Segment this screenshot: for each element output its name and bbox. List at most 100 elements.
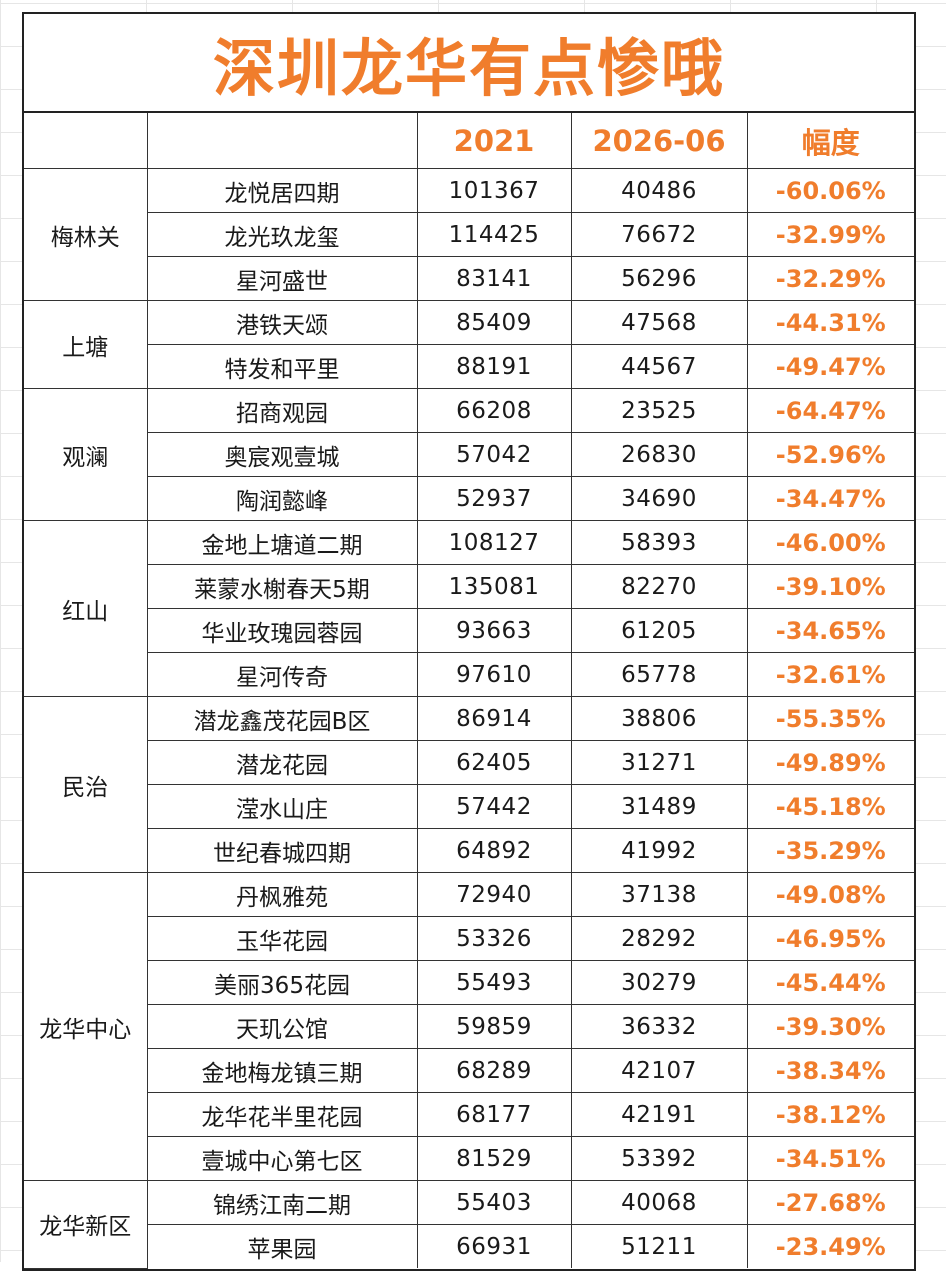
project-name-cell: 壹城中心第七区 (147, 1136, 418, 1181)
price-2021-cell: 66208 (416, 388, 572, 433)
price-2026-cell: 44567 (570, 344, 748, 389)
price-2021-cell: 88191 (416, 344, 572, 389)
price-2026-cell: 53392 (570, 1136, 748, 1181)
price-2021-cell: 64892 (416, 828, 572, 873)
price-2026-cell: 31489 (570, 784, 748, 829)
price-2021-cell: 59859 (416, 1004, 572, 1049)
change-percent-cell: -23.49% (746, 1224, 914, 1268)
table-row: 壹城中心第七区 81529 53392 -34.51% (24, 1136, 914, 1181)
change-percent-cell: -32.99% (746, 212, 914, 257)
change-percent-cell: -49.89% (746, 740, 914, 785)
table-row: 莱蒙水榭春天5期 135081 82270 -39.10% (24, 564, 914, 609)
price-2021-cell: 52937 (416, 476, 572, 521)
change-percent-cell: -38.34% (746, 1048, 914, 1093)
project-name-cell: 奥宸观壹城 (147, 432, 418, 477)
change-percent-cell: -52.96% (746, 432, 914, 477)
table-row: 特发和平里 88191 44567 -49.47% (24, 344, 914, 389)
project-name-cell: 潜龙花园 (147, 740, 418, 785)
price-2021-cell: 85409 (416, 300, 572, 345)
price-2021-cell: 108127 (416, 520, 572, 565)
table-row: 玉华花园 53326 28292 -46.95% (24, 916, 914, 961)
change-percent-cell: -38.12% (746, 1092, 914, 1137)
price-2026-cell: 42107 (570, 1048, 748, 1093)
change-percent-cell: -32.61% (746, 652, 914, 697)
change-percent-cell: -32.29% (746, 256, 914, 301)
price-2021-cell: 97610 (416, 652, 572, 697)
project-name-cell: 锦绣江南二期 (146, 1180, 418, 1225)
district-cell: 龙华新区 (24, 1180, 148, 1269)
project-name-cell: 丹枫雅苑 (146, 872, 418, 917)
price-2026-cell: 41992 (570, 828, 748, 873)
table-row: 龙华中心 丹枫雅苑 72940 37138 -49.08% (24, 872, 914, 1181)
table-row: 天玑公馆 59859 36332 -39.30% (24, 1004, 914, 1049)
project-name-cell: 美丽365花园 (147, 960, 418, 1005)
price-2026-cell: 28292 (570, 916, 748, 961)
change-percent-cell: -44.31% (746, 300, 914, 345)
table-row: 星河传奇 97610 65778 -32.61% (24, 652, 914, 697)
price-2021-cell: 86914 (416, 696, 572, 741)
change-percent-cell: -49.47% (746, 344, 914, 389)
price-2021-cell: 135081 (416, 564, 572, 609)
project-name-cell: 世纪春城四期 (147, 828, 418, 873)
table-row: 苹果园 66931 51211 -23.49% (24, 1224, 914, 1268)
price-2026-cell: 38806 (570, 696, 748, 741)
price-2021-cell: 83141 (416, 256, 572, 301)
price-2021-cell: 93663 (416, 608, 572, 653)
price-2026-cell: 34690 (570, 476, 748, 521)
project-name-cell: 星河传奇 (147, 652, 418, 697)
district-cell: 观澜 (24, 388, 148, 521)
project-name-cell: 莱蒙水榭春天5期 (147, 564, 418, 609)
price-2026-cell: 36332 (570, 1004, 748, 1049)
change-percent-cell: -35.29% (746, 828, 914, 873)
price-2021-cell: 68177 (416, 1092, 572, 1137)
project-name-cell: 金地上塘道二期 (146, 520, 418, 565)
change-percent-cell: -27.68% (746, 1180, 914, 1225)
change-percent-cell: -60.06% (746, 168, 914, 213)
header-area (24, 113, 148, 169)
table-row: 龙华花半里花园 68177 42191 -38.12% (24, 1092, 914, 1137)
change-percent-cell: -45.18% (746, 784, 914, 829)
price-2021-cell: 62405 (416, 740, 572, 785)
project-name-cell: 招商观园 (146, 388, 418, 433)
project-name-cell: 滢水山庄 (147, 784, 418, 829)
price-2021-cell: 72940 (416, 872, 572, 917)
change-percent-cell: -39.30% (746, 1004, 914, 1049)
price-2026-cell: 65778 (570, 652, 748, 697)
price-2026-cell: 42191 (570, 1092, 748, 1137)
table-row: 奥宸观壹城 57042 26830 -52.96% (24, 432, 914, 477)
sheet-title: 深圳龙华有点惨哦 (24, 14, 914, 113)
change-percent-cell: -34.51% (746, 1136, 914, 1181)
header-2026-06: 2026-06 (570, 113, 748, 169)
district-cell: 上塘 (24, 300, 148, 389)
price-2026-cell: 82270 (570, 564, 748, 609)
table-row: 美丽365花园 55493 30279 -45.44% (24, 960, 914, 1005)
table-row: 观澜 招商观园 66208 23525 -64.47% (24, 388, 914, 521)
table-row: 星河盛世 83141 56296 -32.29% (24, 256, 914, 301)
price-2026-cell: 40486 (570, 168, 748, 213)
price-2026-cell: 61205 (570, 608, 748, 653)
price-2021-cell: 101367 (416, 168, 572, 213)
project-name-cell: 玉华花园 (147, 916, 418, 961)
price-2021-cell: 114425 (416, 212, 572, 257)
project-name-cell: 龙光玖龙玺 (147, 212, 418, 257)
table-row: 红山 金地上塘道二期 108127 58393 -46.00% (24, 520, 914, 697)
project-name-cell: 龙华花半里花园 (147, 1092, 418, 1137)
project-name-cell: 苹果园 (147, 1224, 418, 1268)
header-2021: 2021 (416, 113, 572, 169)
price-table-sheet: 深圳龙华有点惨哦 2021 2026-06 幅度 梅林关 龙悦居四期 101367 4… (22, 12, 916, 1271)
price-2021-cell: 57442 (416, 784, 572, 829)
project-name-cell: 金地梅龙镇三期 (147, 1048, 418, 1093)
project-name-cell: 陶润懿峰 (147, 476, 418, 521)
price-2021-cell: 68289 (416, 1048, 572, 1093)
change-percent-cell: -39.10% (746, 564, 914, 609)
price-2026-cell: 23525 (570, 388, 748, 433)
district-cell: 龙华中心 (24, 872, 148, 1181)
price-2026-cell: 40068 (570, 1180, 748, 1225)
table-row: 陶润懿峰 52937 34690 -34.47% (24, 476, 914, 521)
price-2021-cell: 66931 (416, 1224, 572, 1268)
price-2021-cell: 55403 (416, 1180, 572, 1225)
price-2021-cell: 53326 (416, 916, 572, 961)
district-cell: 民治 (24, 696, 148, 873)
project-name-cell: 潜龙鑫茂花园B区 (146, 696, 418, 741)
table-row: 世纪春城四期 64892 41992 -35.29% (24, 828, 914, 873)
